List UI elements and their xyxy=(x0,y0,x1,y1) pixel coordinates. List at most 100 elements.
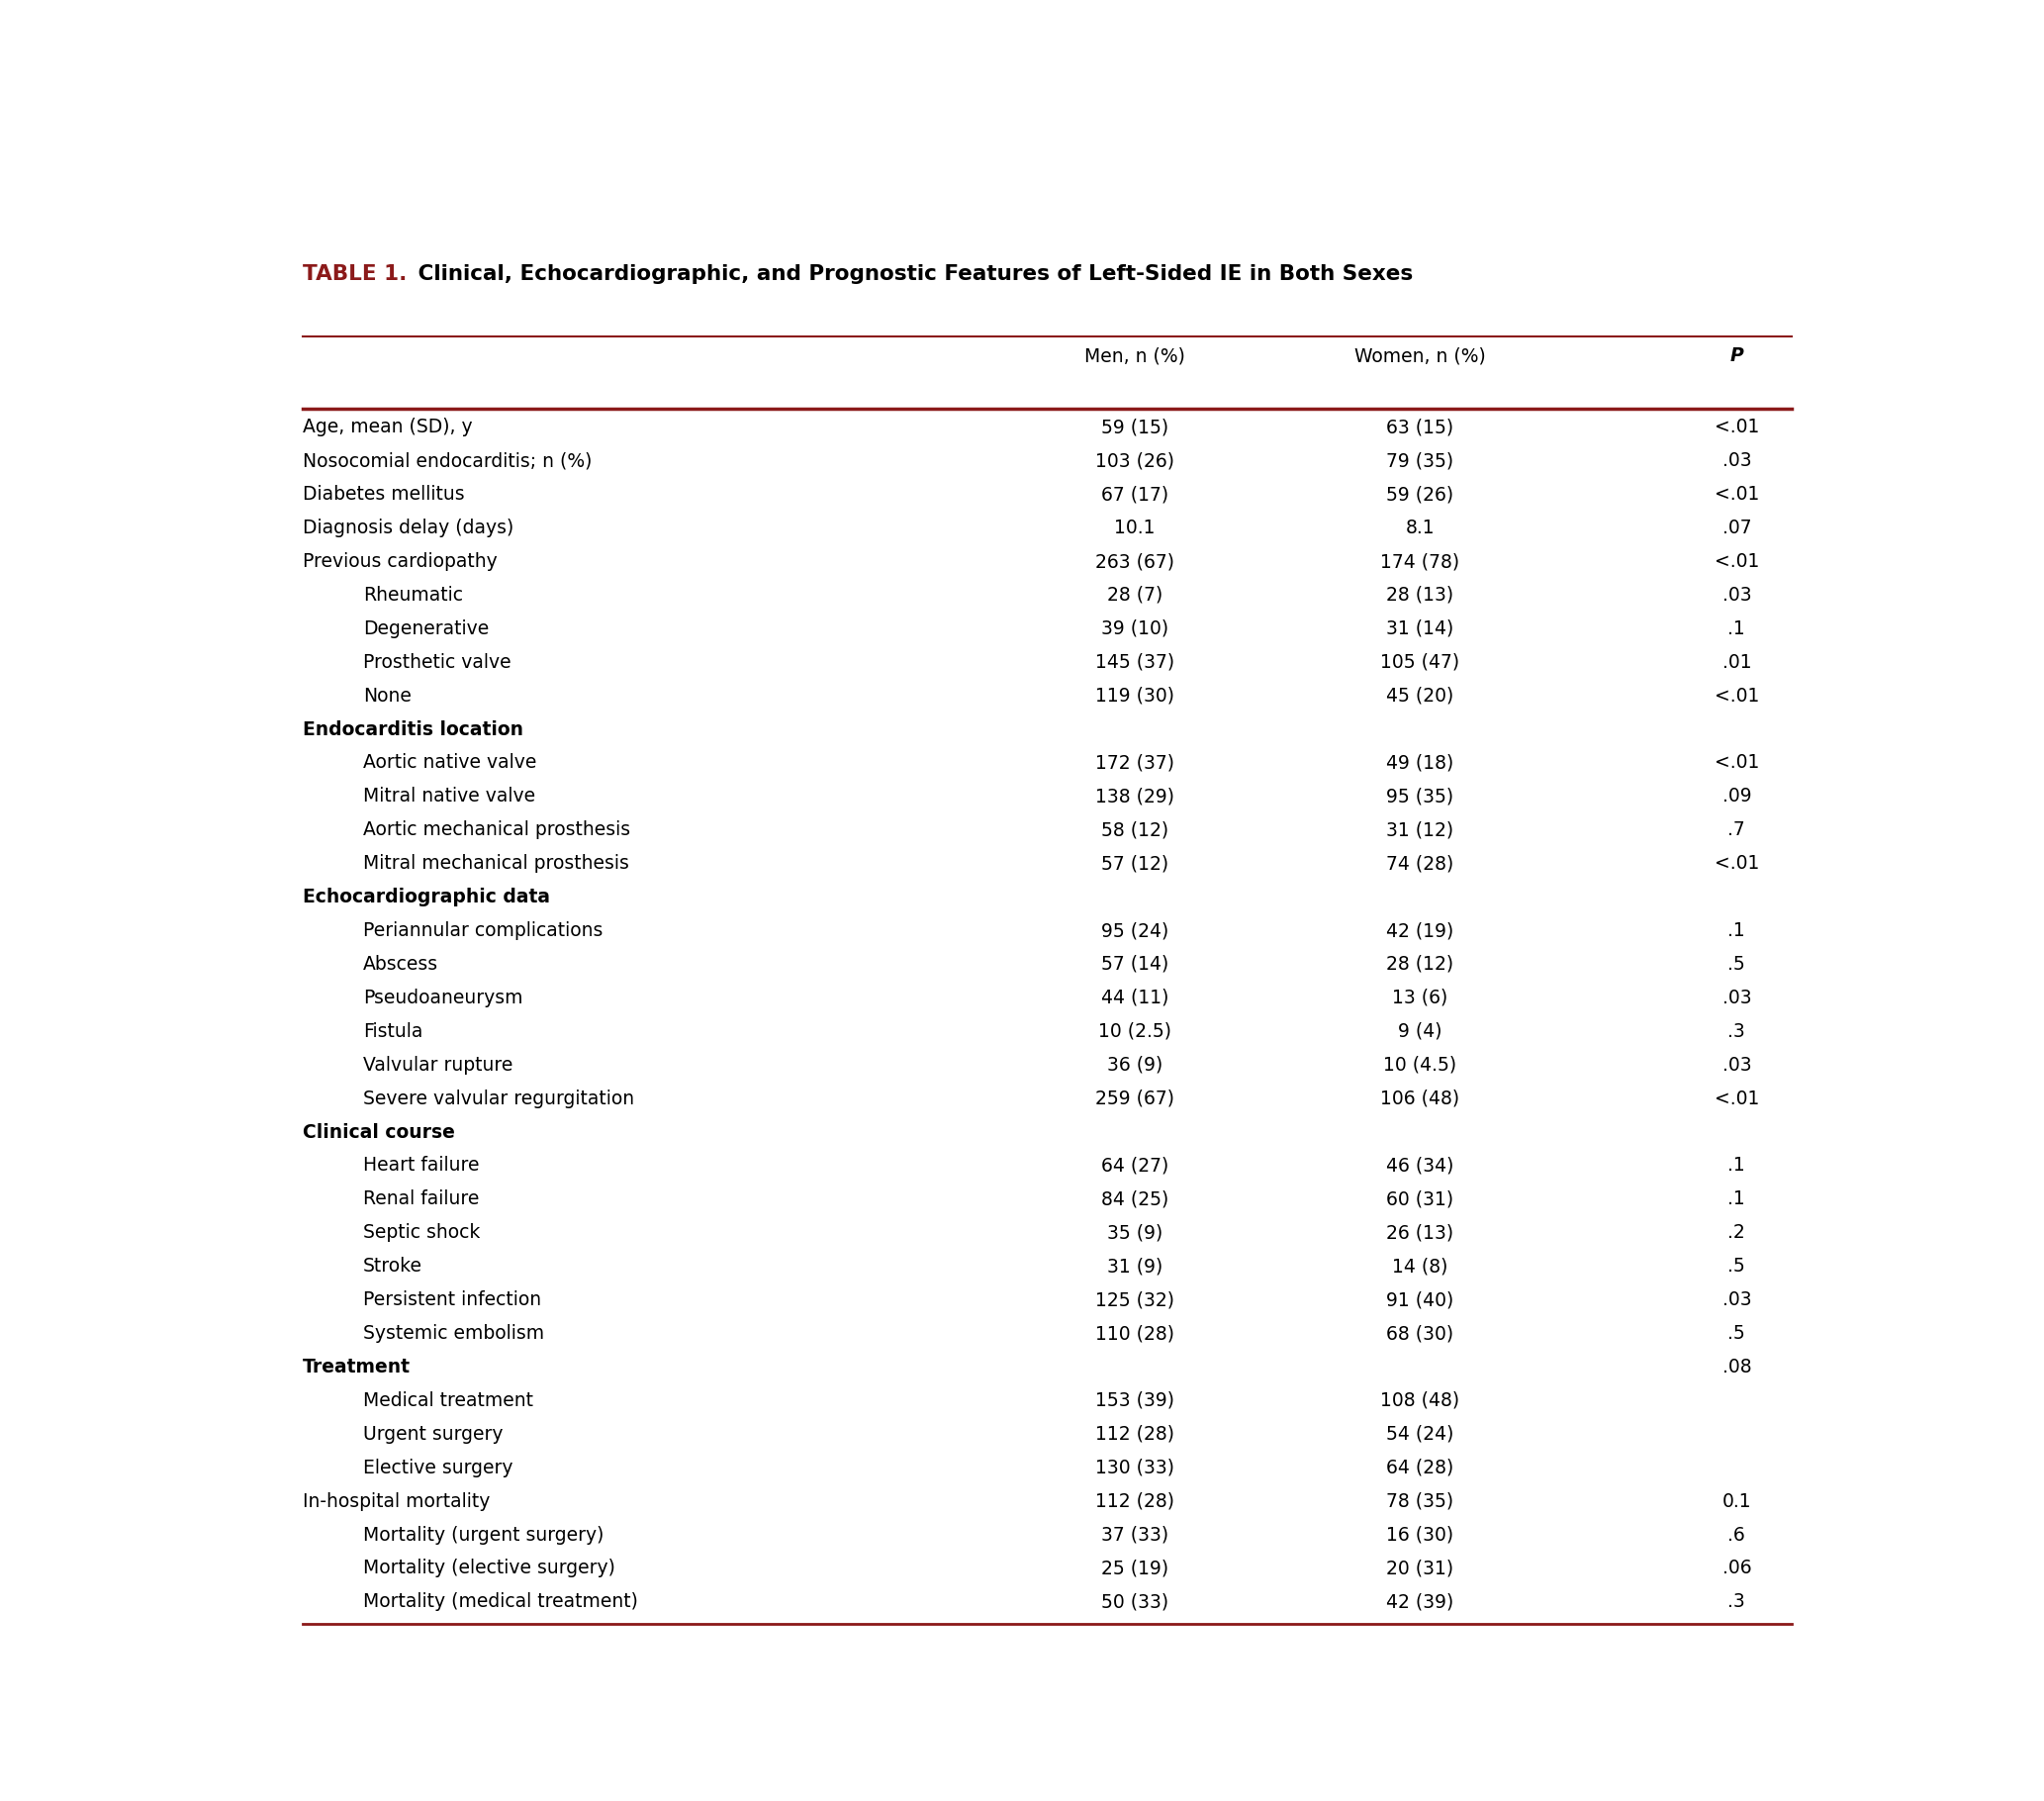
Text: .03: .03 xyxy=(1721,585,1752,605)
Text: 95 (35): 95 (35) xyxy=(1386,787,1453,805)
Text: Women, n (%): Women, n (%) xyxy=(1353,346,1486,366)
Text: 10.1: 10.1 xyxy=(1114,519,1155,537)
Text: .01: .01 xyxy=(1721,652,1752,672)
Text: 35 (9): 35 (9) xyxy=(1108,1223,1163,1243)
Text: 28 (7): 28 (7) xyxy=(1108,585,1163,605)
Text: Persistent infection: Persistent infection xyxy=(364,1291,542,1309)
Text: 26 (13): 26 (13) xyxy=(1386,1223,1453,1243)
Text: 49 (18): 49 (18) xyxy=(1386,753,1453,773)
Text: 119 (30): 119 (30) xyxy=(1096,686,1173,706)
Text: Clinical, Echocardiographic, and Prognostic Features of Left-Sided IE in Both Se: Clinical, Echocardiographic, and Prognos… xyxy=(411,265,1412,285)
Text: Mitral native valve: Mitral native valve xyxy=(364,787,536,805)
Text: .3: .3 xyxy=(1727,1021,1746,1041)
Text: Endocarditis location: Endocarditis location xyxy=(303,720,523,738)
Text: .7: .7 xyxy=(1727,821,1746,839)
Text: 79 (35): 79 (35) xyxy=(1386,452,1453,470)
Text: P: P xyxy=(1729,346,1744,366)
Text: 39 (10): 39 (10) xyxy=(1102,620,1169,638)
Text: Nosocomial endocarditis; n (%): Nosocomial endocarditis; n (%) xyxy=(303,452,593,470)
Text: 64 (27): 64 (27) xyxy=(1102,1156,1169,1174)
Text: 46 (34): 46 (34) xyxy=(1386,1156,1453,1174)
Text: 60 (31): 60 (31) xyxy=(1386,1190,1453,1208)
Text: 57 (14): 57 (14) xyxy=(1102,955,1169,974)
Text: .1: .1 xyxy=(1727,1156,1746,1174)
Text: Echocardiographic data: Echocardiographic data xyxy=(303,888,550,906)
Text: 10 (2.5): 10 (2.5) xyxy=(1098,1021,1171,1041)
Text: 64 (28): 64 (28) xyxy=(1386,1459,1453,1477)
Text: 14 (8): 14 (8) xyxy=(1392,1257,1447,1275)
Text: Degenerative: Degenerative xyxy=(364,620,489,638)
Text: Valvular rupture: Valvular rupture xyxy=(364,1055,513,1075)
Text: 44 (11): 44 (11) xyxy=(1102,989,1169,1007)
Text: 54 (24): 54 (24) xyxy=(1386,1425,1453,1444)
Text: 45 (20): 45 (20) xyxy=(1386,686,1453,706)
Text: 153 (39): 153 (39) xyxy=(1096,1390,1173,1410)
Text: Abscess: Abscess xyxy=(364,955,439,974)
Text: <.01: <.01 xyxy=(1715,854,1760,873)
Text: Aortic mechanical prosthesis: Aortic mechanical prosthesis xyxy=(364,821,630,839)
Text: .03: .03 xyxy=(1721,452,1752,470)
Text: .09: .09 xyxy=(1721,787,1752,805)
Text: Mortality (elective surgery): Mortality (elective surgery) xyxy=(364,1560,615,1578)
Text: Prosthetic valve: Prosthetic valve xyxy=(364,652,511,672)
Text: 110 (28): 110 (28) xyxy=(1096,1324,1173,1344)
Text: .5: .5 xyxy=(1727,1257,1746,1275)
Text: 138 (29): 138 (29) xyxy=(1096,787,1173,805)
Text: 8.1: 8.1 xyxy=(1404,519,1435,537)
Text: Mortality (urgent surgery): Mortality (urgent surgery) xyxy=(364,1525,605,1543)
Text: 59 (15): 59 (15) xyxy=(1102,418,1169,436)
Text: Clinical course: Clinical course xyxy=(303,1122,456,1142)
Text: Diagnosis delay (days): Diagnosis delay (days) xyxy=(303,519,513,537)
Text: 174 (78): 174 (78) xyxy=(1380,553,1459,571)
Text: 25 (19): 25 (19) xyxy=(1102,1560,1169,1578)
Text: 10 (4.5): 10 (4.5) xyxy=(1384,1055,1457,1075)
Text: Treatment: Treatment xyxy=(303,1358,411,1376)
Text: 67 (17): 67 (17) xyxy=(1102,484,1169,504)
Text: 145 (37): 145 (37) xyxy=(1096,652,1175,672)
Text: Heart failure: Heart failure xyxy=(364,1156,480,1174)
Text: 28 (13): 28 (13) xyxy=(1386,585,1453,605)
Text: 50 (33): 50 (33) xyxy=(1102,1592,1169,1612)
Text: .6: .6 xyxy=(1727,1525,1746,1543)
Text: 31 (9): 31 (9) xyxy=(1108,1257,1163,1275)
Text: 28 (12): 28 (12) xyxy=(1386,955,1453,974)
Text: None: None xyxy=(364,686,411,706)
Text: .1: .1 xyxy=(1727,1190,1746,1208)
Text: 74 (28): 74 (28) xyxy=(1386,854,1453,873)
Text: .5: .5 xyxy=(1727,955,1746,974)
Text: 91 (40): 91 (40) xyxy=(1386,1291,1453,1309)
Text: 42 (19): 42 (19) xyxy=(1386,922,1453,940)
Text: .06: .06 xyxy=(1721,1560,1752,1578)
Text: .07: .07 xyxy=(1721,519,1752,537)
Text: 108 (48): 108 (48) xyxy=(1380,1390,1459,1410)
Text: <.01: <.01 xyxy=(1715,753,1760,773)
Text: 13 (6): 13 (6) xyxy=(1392,989,1447,1007)
Text: Men, n (%): Men, n (%) xyxy=(1083,346,1186,366)
Text: 125 (32): 125 (32) xyxy=(1096,1291,1173,1309)
Text: 78 (35): 78 (35) xyxy=(1386,1491,1453,1511)
Text: 57 (12): 57 (12) xyxy=(1102,854,1169,873)
Text: Previous cardiopathy: Previous cardiopathy xyxy=(303,553,497,571)
Text: 9 (4): 9 (4) xyxy=(1398,1021,1441,1041)
Text: Fistula: Fistula xyxy=(364,1021,423,1041)
Text: .03: .03 xyxy=(1721,1291,1752,1309)
Text: Urgent surgery: Urgent surgery xyxy=(364,1425,503,1444)
Text: 263 (67): 263 (67) xyxy=(1096,553,1173,571)
Text: Septic shock: Septic shock xyxy=(364,1223,480,1243)
Text: 20 (31): 20 (31) xyxy=(1386,1560,1453,1578)
Text: 112 (28): 112 (28) xyxy=(1096,1425,1173,1444)
Text: 103 (26): 103 (26) xyxy=(1096,452,1173,470)
Text: 16 (30): 16 (30) xyxy=(1386,1525,1453,1543)
Text: Stroke: Stroke xyxy=(364,1257,423,1275)
Text: Renal failure: Renal failure xyxy=(364,1190,480,1208)
Text: 31 (14): 31 (14) xyxy=(1386,620,1453,638)
Text: TABLE 1.: TABLE 1. xyxy=(303,265,407,285)
Text: .03: .03 xyxy=(1721,989,1752,1007)
Text: Pseudoaneurysm: Pseudoaneurysm xyxy=(364,989,523,1007)
Text: .1: .1 xyxy=(1727,620,1746,638)
Text: 130 (33): 130 (33) xyxy=(1096,1459,1173,1477)
Text: 105 (47): 105 (47) xyxy=(1380,652,1459,672)
Text: <.01: <.01 xyxy=(1715,418,1760,436)
Text: Elective surgery: Elective surgery xyxy=(364,1459,513,1477)
Text: Medical treatment: Medical treatment xyxy=(364,1390,533,1410)
